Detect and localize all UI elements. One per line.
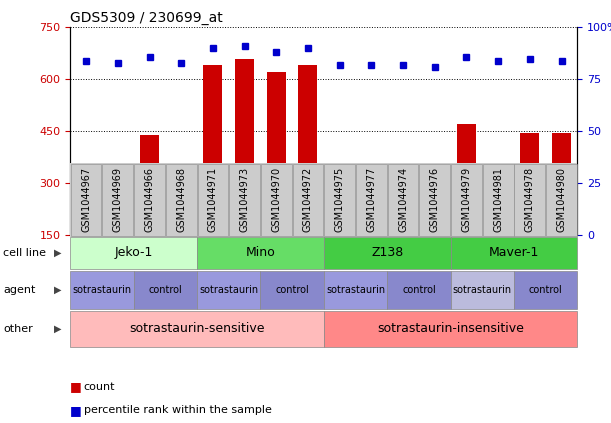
Text: agent: agent (3, 285, 35, 295)
Bar (203, 66, 222, 287)
Bar (235, 58, 254, 287)
Bar (76, 176, 96, 287)
Text: other: other (3, 324, 33, 334)
Text: GSM1044977: GSM1044977 (367, 167, 376, 233)
Text: GSM1044969: GSM1044969 (113, 168, 123, 232)
Text: GSM1044981: GSM1044981 (493, 168, 503, 232)
Text: GSM1044972: GSM1044972 (303, 167, 313, 233)
Text: Jeko-1: Jeko-1 (114, 246, 153, 259)
Text: sotrastaurin-insensitive: sotrastaurin-insensitive (377, 322, 524, 335)
Text: ▶: ▶ (54, 248, 62, 258)
Text: ▶: ▶ (54, 324, 62, 334)
Bar (425, 197, 444, 287)
Text: control: control (276, 285, 309, 295)
Text: sotrastaurin: sotrastaurin (72, 285, 131, 295)
Bar (457, 124, 476, 287)
Bar (267, 72, 286, 287)
Text: GSM1044966: GSM1044966 (145, 168, 155, 232)
Text: GSM1044975: GSM1044975 (335, 167, 345, 233)
Text: GSM1044980: GSM1044980 (557, 168, 566, 232)
Text: sotrastaurin: sotrastaurin (326, 285, 385, 295)
Text: cell line: cell line (3, 248, 46, 258)
Bar (552, 133, 571, 287)
Text: GSM1044967: GSM1044967 (81, 168, 91, 232)
Bar (172, 181, 191, 287)
Text: ■: ■ (70, 404, 82, 417)
Text: control: control (402, 285, 436, 295)
Bar (330, 197, 349, 287)
Text: GSM1044976: GSM1044976 (430, 168, 440, 232)
Text: sotrastaurin: sotrastaurin (453, 285, 512, 295)
Text: sotrastaurin: sotrastaurin (199, 285, 258, 295)
Text: GSM1044971: GSM1044971 (208, 168, 218, 232)
Text: control: control (148, 285, 182, 295)
Text: percentile rank within the sample: percentile rank within the sample (84, 405, 271, 415)
Text: Z138: Z138 (371, 246, 403, 259)
Text: Maver-1: Maver-1 (489, 246, 539, 259)
Text: GSM1044968: GSM1044968 (176, 168, 186, 232)
Text: control: control (529, 285, 563, 295)
Text: GDS5309 / 230699_at: GDS5309 / 230699_at (70, 11, 223, 25)
Bar (140, 135, 159, 287)
Bar (521, 133, 540, 287)
Bar (362, 185, 381, 287)
Bar (108, 179, 127, 287)
Text: GSM1044973: GSM1044973 (240, 168, 249, 232)
Text: count: count (84, 382, 115, 392)
Text: GSM1044974: GSM1044974 (398, 168, 408, 232)
Text: GSM1044970: GSM1044970 (271, 168, 281, 232)
Bar (299, 66, 318, 287)
Text: GSM1044979: GSM1044979 (461, 168, 472, 232)
Text: Mino: Mino (246, 246, 276, 259)
Text: sotrastaurin-sensitive: sotrastaurin-sensitive (130, 322, 265, 335)
Text: ▶: ▶ (54, 285, 62, 295)
Bar (489, 168, 508, 287)
Text: GSM1044978: GSM1044978 (525, 168, 535, 232)
Bar (393, 183, 412, 287)
Text: ■: ■ (70, 381, 82, 393)
